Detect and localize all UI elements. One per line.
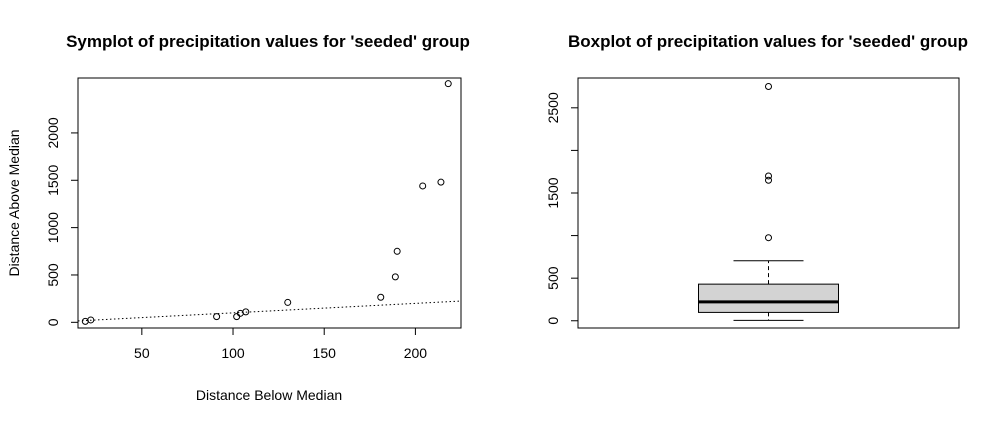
boxplot-title: Boxplot of precipitation values for 'see…: [568, 32, 968, 51]
boxplot-outlier: [765, 176, 772, 184]
symplot-x-tick-label: 50: [134, 345, 150, 361]
boxplot-y-tick-label: 500: [545, 266, 561, 290]
symplot-panel: Symplot of precipitation values for 'see…: [6, 32, 470, 403]
symplot-x-axis: 50 100 150 200: [134, 327, 428, 361]
boxplot-outlier: [765, 83, 772, 91]
symplot-point: [242, 308, 250, 316]
symplot-point: [393, 247, 401, 255]
symplot-point: [213, 313, 221, 321]
symplot-y-tick-label: 0: [45, 318, 61, 326]
symplot-reference-line: [77, 300, 462, 322]
symplot-plot-box: [77, 77, 462, 329]
boxplot-y-tick-label: 0: [545, 317, 561, 325]
symplot-y-label: Distance Above Median: [6, 129, 22, 276]
boxplot-panel: Boxplot of precipitation values for 'see…: [545, 32, 968, 329]
boxplot-box: [698, 283, 839, 313]
symplot-point: [87, 316, 95, 324]
symplot-y-tick-label: 500: [45, 263, 61, 287]
symplot-point: [444, 80, 452, 88]
symplot-y-tick-label: 1000: [45, 212, 61, 243]
symplot-y-tick-label: 2000: [45, 117, 61, 148]
symplot-x-tick-label: 100: [221, 345, 245, 361]
symplot-title: Symplot of precipitation values for 'see…: [66, 32, 470, 51]
boxplot-outlier: [765, 234, 772, 242]
boxplot-y-axis: 0 500 1500 2500: [545, 92, 579, 325]
boxplot-body: [698, 83, 839, 321]
symplot-y-tick-label: 1500: [45, 164, 61, 195]
symplot-x-label: Distance Below Median: [196, 387, 342, 403]
symplot-y-axis: 0 500 1000 1500 2000: [45, 117, 79, 326]
symplot-point: [233, 313, 241, 321]
boxplot-y-tick-label: 1500: [545, 177, 561, 208]
boxplot-outlier: [765, 172, 772, 180]
symplot-x-tick-label: 150: [313, 345, 337, 361]
symplot-point: [419, 182, 427, 190]
symplot-point: [437, 178, 445, 186]
symplot-point: [377, 293, 385, 301]
symplot-points: [81, 80, 452, 325]
boxplot-y-tick-label: 2500: [545, 92, 561, 123]
symplot-point: [391, 273, 399, 281]
symplot-point: [284, 298, 292, 306]
symplot-x-tick-label: 200: [404, 345, 428, 361]
